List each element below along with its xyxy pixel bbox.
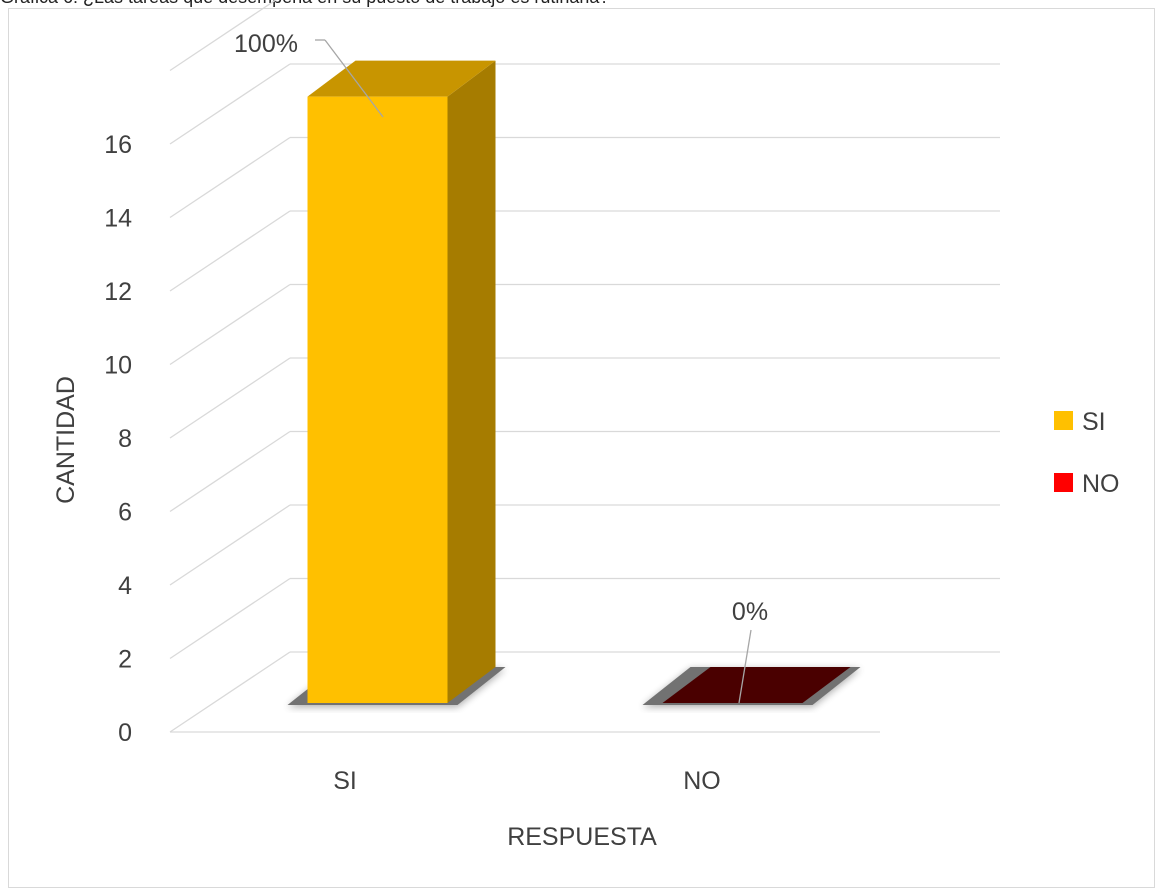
gridline-diagonal [169, 136, 291, 219]
chart-caption: Gráfica 6: ¿Las tareas que desempeña en … [0, 0, 609, 8]
gridlines [169, 0, 1000, 733]
x-tick-label: SI [333, 767, 357, 795]
gridline-diagonal [169, 357, 291, 439]
legend-label: SI [1082, 408, 1106, 436]
data-label: 0% [732, 598, 768, 626]
legend-swatch [1054, 473, 1073, 492]
x-tick-label: NO [683, 767, 721, 795]
y-tick-label: 6 [118, 499, 132, 527]
gridline-diagonal [169, 210, 291, 292]
data-labels: 100% 0% [234, 30, 768, 704]
y-axis-ticks: 0 2 4 6 8 10 12 14 16 [104, 131, 132, 747]
gridline-diagonal [169, 0, 277, 72]
gridline-diagonal [169, 651, 291, 733]
y-tick-label: 2 [118, 646, 132, 674]
legend-label: NO [1082, 470, 1120, 498]
bar-side [447, 60, 496, 703]
y-tick-label: 4 [118, 572, 132, 600]
x-axis-title: RESPUESTA [507, 823, 657, 851]
data-label-leader [738, 629, 752, 704]
gridline-diagonal [169, 63, 291, 145]
x-axis-categories: SI NO [333, 767, 721, 795]
legend: SI NO [1054, 408, 1120, 498]
gridline-diagonal [169, 504, 291, 586]
y-tick-label: 0 [118, 719, 132, 747]
gridline-diagonal [169, 283, 291, 366]
bar-top [307, 60, 496, 97]
y-tick-label: 10 [104, 352, 132, 380]
gridline-diagonal [169, 577, 291, 660]
y-axis-title: CANTIDAD [52, 376, 80, 504]
data-label: 100% [234, 30, 298, 58]
y-tick-label: 12 [104, 278, 132, 306]
chart-frame [8, 8, 1155, 888]
data-label-leader [324, 39, 384, 118]
bar [662, 667, 851, 703]
gridline-diagonal [169, 430, 291, 513]
y-tick-label: 14 [104, 205, 132, 233]
legend-swatch [1054, 411, 1073, 430]
bar [307, 96, 448, 703]
y-tick-label: 8 [118, 425, 132, 453]
bars [287, 60, 861, 705]
y-tick-label: 16 [104, 131, 132, 159]
